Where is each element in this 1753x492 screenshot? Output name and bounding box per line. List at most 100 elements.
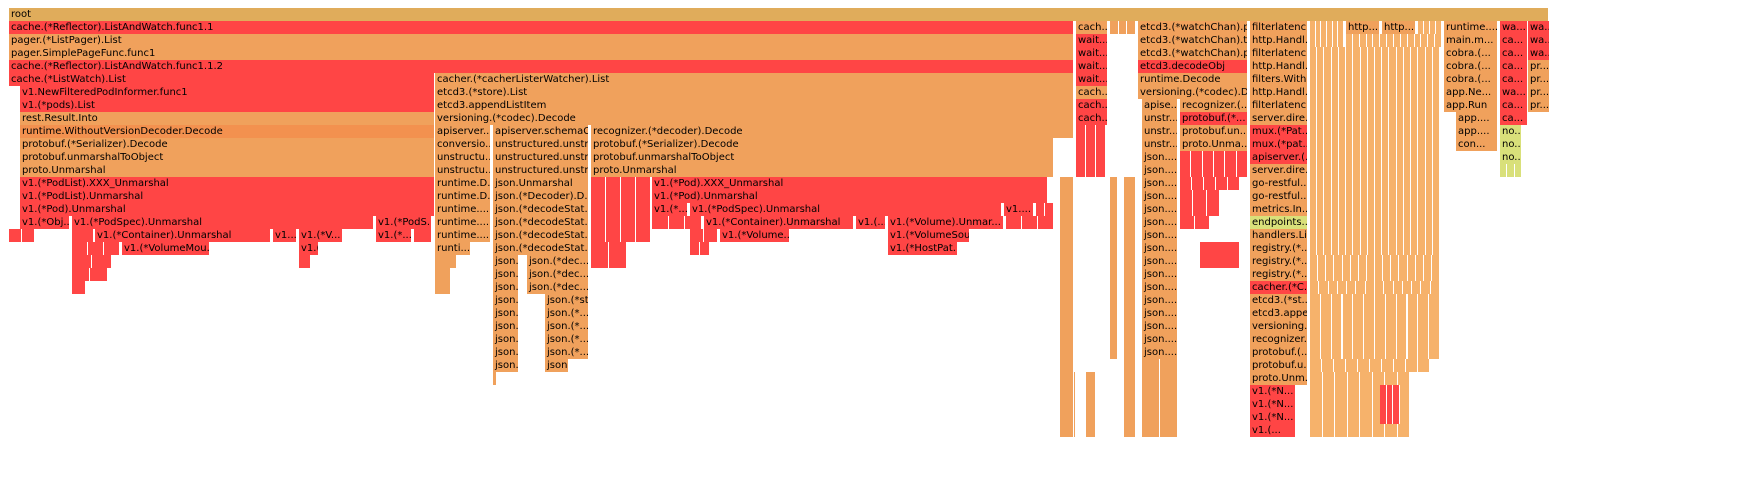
flame-frame-small[interactable]	[1411, 99, 1419, 112]
flame-frame-small[interactable]	[1360, 229, 1368, 242]
flame-frame-small[interactable]	[1375, 125, 1383, 138]
flame-frame-small[interactable]	[299, 255, 311, 268]
flame-frame-small[interactable]	[606, 177, 621, 190]
flame-frame[interactable]: protobuf.unmarshalToObject	[591, 151, 1054, 164]
flame-frame-small[interactable]	[1407, 268, 1416, 281]
flame-frame[interactable]: runtime.Decode	[1138, 73, 1248, 86]
flame-frame-small[interactable]	[1350, 268, 1359, 281]
flame-frame-small[interactable]	[1331, 138, 1339, 151]
flame-frame-small[interactable]	[1421, 34, 1429, 47]
flame-frame-small[interactable]	[1367, 47, 1375, 60]
flame-frame[interactable]: json....	[1142, 151, 1178, 164]
flame-frame-small[interactable]	[1407, 255, 1416, 268]
flame-frame-small[interactable]	[1396, 151, 1404, 164]
flame-frame[interactable]: apiserver.(...	[1250, 151, 1308, 164]
flame-frame-small[interactable]	[621, 203, 636, 216]
flame-frame-small[interactable]	[1391, 268, 1400, 281]
flame-frame-small[interactable]	[1110, 190, 1118, 203]
flame-frame-small[interactable]	[1367, 229, 1375, 242]
flame-frame-small[interactable]	[1383, 268, 1392, 281]
flame-frame-small[interactable]	[1386, 398, 1394, 411]
flame-frame-small[interactable]	[1060, 268, 1074, 281]
flame-frame-small[interactable]	[1367, 203, 1375, 216]
flame-frame[interactable]: go-restful....	[1250, 190, 1308, 203]
flame-frame[interactable]: json.(*...	[545, 307, 589, 320]
flame-frame-small[interactable]	[1124, 398, 1136, 411]
flame-frame-small[interactable]	[1375, 281, 1385, 294]
flame-frame-small[interactable]	[1428, 34, 1436, 47]
flame-frame-small[interactable]	[1322, 372, 1335, 385]
flame-frame-small[interactable]	[1310, 372, 1323, 385]
flame-frame-small[interactable]	[1403, 60, 1412, 73]
flame-frame[interactable]: etcd3.(*st...	[1250, 294, 1308, 307]
flame-frame-small[interactable]	[1375, 242, 1383, 255]
flame-frame[interactable]: json...	[493, 346, 519, 359]
flame-frame-small[interactable]	[1192, 177, 1204, 190]
flame-frame-small[interactable]	[1425, 73, 1433, 86]
flame-frame-small[interactable]	[1331, 242, 1339, 255]
flame-frame-small[interactable]	[1096, 125, 1106, 138]
flame-frame-small[interactable]	[1425, 190, 1433, 203]
flame-frame[interactable]: v1.(*Volume...	[720, 229, 790, 242]
flame-frame-small[interactable]	[1418, 177, 1426, 190]
flame-frame[interactable]: unstructured.unstr...	[493, 164, 589, 177]
flame-frame-small[interactable]	[1418, 190, 1426, 203]
flame-frame-small[interactable]	[1191, 151, 1203, 164]
flame-frame[interactable]: wa...	[1528, 34, 1550, 47]
flame-frame-small[interactable]	[1432, 216, 1440, 229]
flame-frame-small[interactable]	[1324, 216, 1332, 229]
flame-frame-small[interactable]	[1346, 34, 1353, 47]
flame-frame-small[interactable]	[1365, 281, 1375, 294]
flame-frame-small[interactable]	[1411, 216, 1419, 229]
flame-frame-small[interactable]	[1124, 424, 1136, 437]
flame-frame-small[interactable]	[1338, 164, 1347, 177]
flame-frame[interactable]: v1.(*pods).List	[20, 99, 435, 112]
flame-frame-small[interactable]	[1403, 112, 1412, 125]
flame-frame-small[interactable]	[1407, 307, 1419, 320]
flame-frame-small[interactable]	[1338, 138, 1347, 151]
flame-frame-small[interactable]	[1318, 255, 1327, 268]
flame-frame-small[interactable]	[636, 177, 651, 190]
flame-frame[interactable]: app.Ne...	[1444, 86, 1498, 99]
flame-frame-small[interactable]	[1346, 242, 1354, 255]
flame-frame-small[interactable]	[1060, 281, 1074, 294]
flame-frame[interactable]: runtime....	[1444, 21, 1498, 34]
flame-frame-small[interactable]	[1193, 190, 1207, 203]
flame-frame-small[interactable]	[1360, 151, 1368, 164]
flame-frame[interactable]: rest.Result.Into	[20, 112, 435, 125]
flame-frame-small[interactable]	[1396, 73, 1404, 86]
flame-frame[interactable]: json....	[1142, 216, 1178, 229]
flame-frame[interactable]: mux.(*pat...	[1250, 138, 1308, 151]
flame-frame-small[interactable]	[1347, 424, 1360, 437]
flame-frame-small[interactable]	[1142, 411, 1160, 424]
flame-frame-small[interactable]	[90, 268, 108, 281]
flame-frame[interactable]: cacher.(*C...	[1250, 281, 1308, 294]
flame-frame-small[interactable]	[1335, 411, 1348, 424]
flame-frame[interactable]: registry.(*...	[1250, 255, 1308, 268]
flame-frame-small[interactable]	[1382, 73, 1390, 86]
flame-frame-small[interactable]	[1310, 255, 1319, 268]
flame-frame-small[interactable]	[1385, 320, 1397, 333]
flame-frame-small[interactable]	[1385, 372, 1398, 385]
flame-frame[interactable]: mux.(*Pat...	[1250, 125, 1308, 138]
flame-frame[interactable]: v1.(*V...	[299, 242, 319, 255]
flame-frame-small[interactable]	[1425, 112, 1433, 125]
flame-frame-small[interactable]	[1514, 164, 1522, 177]
flame-frame-small[interactable]	[1396, 190, 1404, 203]
flame-frame-small[interactable]	[1397, 385, 1410, 398]
flame-frame-small[interactable]	[1358, 359, 1370, 372]
flame-frame[interactable]: v1.(*VolumeSou...	[888, 229, 970, 242]
flame-frame[interactable]: v1.(*PodS...	[376, 216, 432, 229]
flame-frame-small[interactable]	[414, 229, 432, 242]
flame-frame-small[interactable]	[1327, 21, 1333, 34]
flame-frame-small[interactable]	[1317, 99, 1325, 112]
flame-frame-small[interactable]	[1346, 138, 1354, 151]
flame-frame-small[interactable]	[1396, 125, 1404, 138]
flame-frame-small[interactable]	[1180, 190, 1194, 203]
flame-frame[interactable]: versioning.(*codec).D...	[1138, 86, 1248, 99]
flame-frame-small[interactable]	[591, 203, 606, 216]
flame-frame-small[interactable]	[1353, 307, 1365, 320]
flame-frame-small[interactable]	[1338, 190, 1347, 203]
flame-frame-small[interactable]	[1407, 320, 1419, 333]
flame-frame-small[interactable]	[1418, 99, 1426, 112]
